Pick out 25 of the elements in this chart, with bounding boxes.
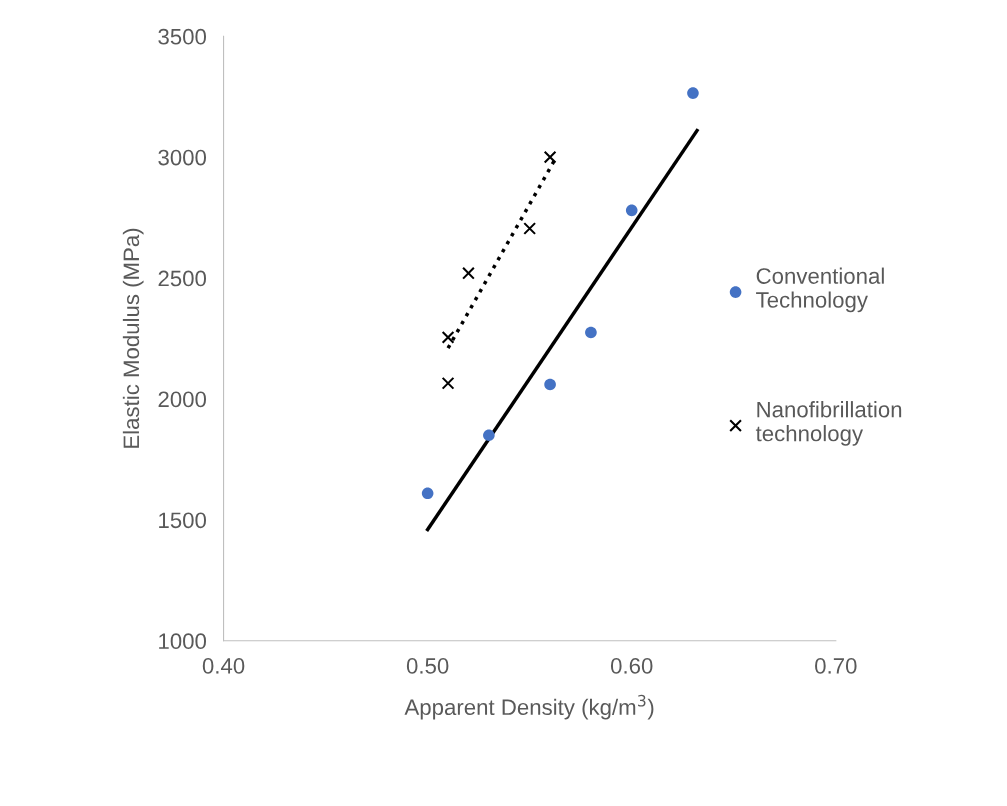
y-axis-title: Elastic Modulus (MPa) xyxy=(122,228,144,448)
point xyxy=(421,487,434,500)
x-tick-label: 0.70 xyxy=(815,658,857,674)
y-tick-label: 3000 xyxy=(158,149,207,166)
point xyxy=(544,378,556,391)
y-tick-label: 3500 xyxy=(158,28,207,45)
y-tick-label: 2000 xyxy=(158,391,207,408)
y-tick-label: 2500 xyxy=(158,270,207,287)
legend-label: Nanofibrillation technology xyxy=(755,401,902,446)
x-tick-label: 0.60 xyxy=(610,658,653,674)
point xyxy=(523,222,537,235)
point xyxy=(585,326,597,339)
x-tick-label: 0.40 xyxy=(202,658,245,674)
point xyxy=(625,204,638,217)
point xyxy=(462,266,475,280)
point xyxy=(543,150,557,164)
y-tick-label: 1000 xyxy=(159,633,207,650)
y-tick-label: 1500 xyxy=(159,512,207,529)
point xyxy=(441,376,455,390)
x-axis-title: Apparent Density (kg/m$^{3}$) xyxy=(404,694,654,720)
legend-label: Conventional Technology xyxy=(756,267,884,313)
x-tick-label: 0.50 xyxy=(406,658,449,674)
point xyxy=(441,330,455,344)
point xyxy=(687,87,699,99)
point xyxy=(483,429,495,442)
